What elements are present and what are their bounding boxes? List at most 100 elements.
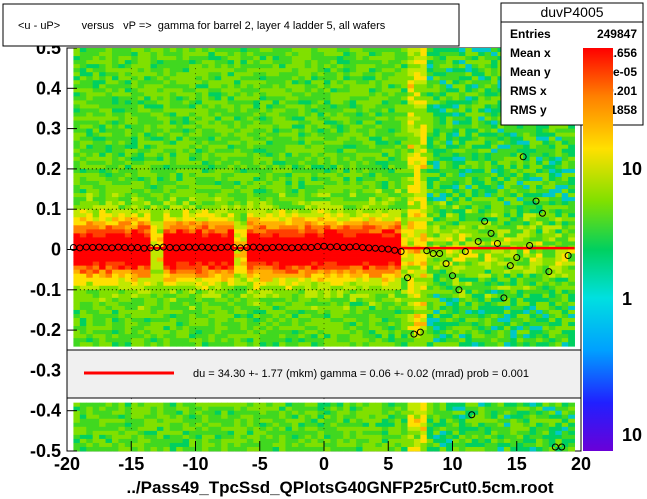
heatmap-cell: [176, 56, 184, 61]
heatmap-cell: [317, 80, 325, 85]
heatmap-cell: [439, 338, 447, 343]
heatmap-cell: [144, 96, 151, 101]
heatmap-cell: [388, 221, 396, 226]
heatmap-cell: [426, 281, 434, 287]
heatmap-cell: [433, 281, 441, 287]
heatmap-cell: [176, 213, 184, 218]
heatmap-cell: [356, 410, 363, 416]
heatmap-cell: [304, 112, 312, 117]
heatmap-cell: [79, 221, 87, 226]
heatmap-cell: [137, 289, 145, 295]
heatmap-cell: [111, 116, 119, 121]
heatmap-cell: [407, 112, 415, 117]
heatmap-cell: [304, 72, 312, 77]
heatmap-cell: [137, 128, 145, 134]
heatmap-cell: [317, 422, 325, 428]
heatmap-cell: [195, 277, 203, 283]
heatmap-cell: [169, 261, 177, 267]
heatmap-cell: [349, 180, 357, 186]
heatmap-cell: [79, 60, 87, 65]
heatmap-cell: [131, 326, 139, 331]
heatmap-cell: [163, 334, 171, 339]
heatmap-cell: [413, 326, 421, 331]
heatmap-cell: [349, 132, 357, 138]
heatmap-cell: [221, 438, 229, 444]
heatmap-cell: [298, 124, 306, 129]
heatmap-cell: [349, 229, 357, 234]
heatmap-cell: [375, 225, 383, 230]
heatmap-cell: [304, 120, 312, 125]
heatmap-cell: [150, 309, 158, 315]
heatmap-cell: [156, 261, 164, 267]
heatmap-cell: [92, 84, 100, 89]
heatmap-cell: [253, 330, 261, 335]
heatmap-cell: [362, 80, 370, 85]
heatmap-cell: [311, 301, 318, 307]
heatmap-cell: [73, 233, 81, 238]
heatmap-cell: [214, 60, 222, 65]
heatmap-cell: [272, 257, 280, 262]
heatmap-cell: [208, 68, 216, 73]
heatmap-cell: [259, 116, 267, 121]
heatmap-cell: [388, 301, 396, 307]
heatmap-cell: [368, 334, 376, 339]
heatmap-cell: [394, 205, 402, 210]
heatmap-cell: [291, 197, 299, 202]
heatmap-cell: [285, 68, 293, 73]
heatmap-cell: [144, 402, 151, 408]
heatmap-cell: [169, 330, 177, 335]
heatmap-cell: [182, 116, 190, 121]
heatmap-cell: [266, 430, 273, 436]
heatmap-cell: [291, 60, 299, 65]
heatmap-cell: [285, 80, 293, 85]
heatmap-cell: [317, 48, 325, 53]
heatmap-cell: [381, 281, 389, 287]
heatmap-cell: [221, 172, 229, 178]
heatmap-cell: [79, 144, 87, 150]
heatmap-cell: [86, 68, 94, 73]
heatmap-cell: [317, 313, 325, 319]
heatmap-cell: [349, 313, 357, 319]
heatmap-cell: [401, 233, 408, 238]
heatmap-cell: [253, 309, 261, 315]
heatmap-cell: [86, 233, 94, 238]
heatmap-cell: [420, 144, 428, 150]
heatmap-cell: [394, 72, 402, 77]
heatmap-cell: [144, 442, 151, 448]
heatmap-cell: [259, 313, 267, 319]
heatmap-cell: [285, 48, 293, 53]
heatmap-cell: [201, 430, 209, 436]
heatmap-cell: [169, 297, 177, 303]
heatmap-cell: [253, 112, 261, 117]
heatmap-cell: [266, 124, 273, 129]
heatmap-cell: [279, 84, 286, 89]
heatmap-cell: [240, 322, 248, 327]
heatmap-cell: [336, 342, 344, 347]
heatmap-cell: [285, 104, 293, 109]
heatmap-cell: [433, 273, 441, 279]
heatmap-cell: [407, 164, 415, 170]
heatmap-cell: [426, 334, 434, 339]
heatmap-cell: [272, 112, 280, 117]
heatmap-cell: [304, 144, 312, 150]
heatmap-cell: [240, 269, 248, 275]
heatmap-cell: [176, 88, 184, 93]
heatmap-cell: [368, 80, 376, 85]
heatmap-cell: [246, 330, 254, 335]
heatmap-cell: [163, 289, 171, 295]
heatmap-cell: [304, 116, 312, 121]
heatmap-cell: [240, 342, 248, 347]
heatmap-cell: [291, 201, 299, 206]
heatmap-cell: [324, 277, 331, 283]
heatmap-cell: [169, 197, 177, 202]
heatmap-cell: [118, 301, 126, 307]
heatmap-cell: [279, 330, 286, 335]
heatmap-cell: [279, 132, 286, 138]
heatmap-cell: [195, 84, 203, 89]
heatmap-cell: [388, 322, 396, 327]
heatmap-cell: [407, 217, 415, 222]
heatmap-cell: [317, 68, 325, 73]
heatmap-cell: [150, 229, 158, 234]
heatmap-cell: [131, 124, 139, 129]
